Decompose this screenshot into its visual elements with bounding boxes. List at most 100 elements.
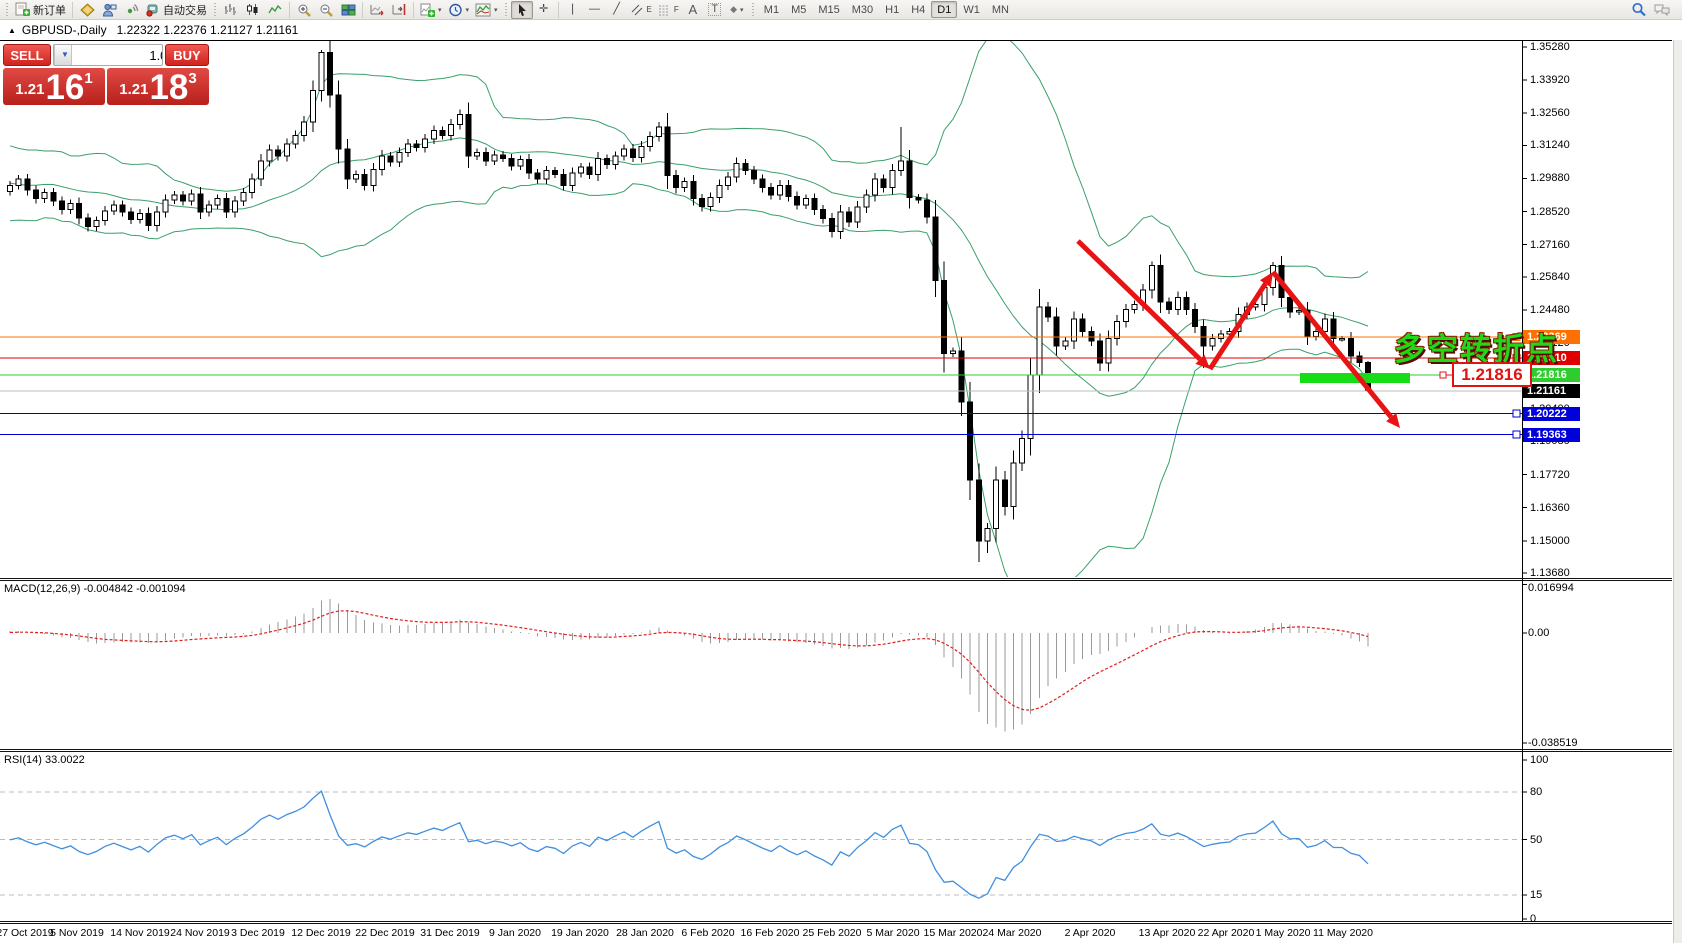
clock-icon [448, 3, 462, 16]
text-tool-icon: A [688, 2, 698, 17]
vertical-line-button[interactable]: ❘ [562, 1, 584, 19]
toolbar-right-group [1628, 1, 1674, 19]
toolbar-grip[interactable] [749, 2, 756, 17]
autotrading-icon [146, 4, 158, 17]
timeframe-button-M5[interactable]: M5 [791, 3, 807, 16]
buy-button[interactable]: BUY [165, 44, 209, 66]
profiles-dropdown[interactable]: ▾ [445, 1, 473, 19]
timeframe-button-MN[interactable]: MN [991, 3, 1009, 16]
fibonacci-button[interactable]: F [655, 1, 682, 19]
chart-shift-icon [392, 3, 405, 15]
vertical-line-icon: ❘ [567, 3, 578, 15]
cursor-button[interactable] [510, 0, 533, 19]
buy-price-prefix: 1.21 [119, 81, 149, 98]
toolbar: 新订单 [0, 0, 1682, 20]
equidistant-channel-button[interactable]: E [628, 1, 655, 19]
horizontal-line-icon: — [589, 3, 601, 15]
sell-price-big: 16 [45, 68, 85, 107]
autotrading-label: 自动交易 [163, 4, 207, 17]
timeframe-button-M15[interactable]: M15 [818, 3, 840, 16]
timeframe-toolbar: M1 M5 M15 M30 H1 H4 D1 W1 MN [758, 1, 1015, 18]
toolbar-separator [413, 1, 414, 18]
crosshair-button[interactable]: ✛ [533, 1, 555, 19]
strategy-tester-icon [127, 3, 138, 13]
toolbar-grip[interactable] [4, 2, 10, 17]
symbol-period-title: GBPUSD-,Daily [21, 23, 107, 37]
new-order-icon [15, 2, 30, 16]
zoom-out-icon [320, 4, 333, 17]
chart-title-bar: ▲ GBPUSD-,Daily 1.22322 1.22376 1.21127 … [0, 20, 1682, 40]
toolbar-separator [362, 1, 363, 18]
indicators-icon [475, 3, 491, 16]
timeframe-button-H1[interactable]: H1 [885, 3, 900, 16]
window-edge [1673, 20, 1682, 943]
one-click-trading-panel: SELL ▼ ▲ BUY 1.21 16 1 1.21 18 3 [3, 44, 209, 105]
text-button[interactable]: A [682, 1, 704, 19]
channel-letter: E [646, 4, 652, 14]
toolbar-separator [72, 1, 73, 18]
autotrading-button[interactable]: 自动交易 [142, 1, 210, 19]
auto-scroll-button[interactable] [366, 1, 388, 19]
line-chart-button[interactable] [264, 1, 286, 19]
data-window-icon [102, 3, 116, 16]
dropdown-caret-icon: ▾ [739, 6, 744, 14]
new-order-button[interactable]: 新订单 [12, 1, 69, 19]
timeframe-button-W1[interactable]: W1 [963, 3, 980, 16]
search-icon [1632, 2, 1646, 17]
timeframe-button-H4[interactable]: H4 [911, 3, 926, 16]
candlestick-chart-button[interactable] [242, 1, 264, 19]
bar-chart-icon [225, 4, 236, 15]
data-window-button[interactable] [98, 1, 120, 19]
chart-shift-button[interactable] [388, 1, 410, 19]
line-chart-icon [268, 4, 282, 14]
new-chart-icon [420, 3, 435, 17]
new-chart-dropdown[interactable]: ▾ [417, 1, 445, 19]
volume-box: ▼ ▲ [53, 44, 163, 66]
toolbar-grip[interactable] [212, 2, 218, 17]
timeframe-button-M30[interactable]: M30 [851, 3, 874, 16]
sell-price-sup: 1 [84, 70, 93, 87]
zoom-out-button[interactable] [315, 1, 337, 19]
trendline-button[interactable]: ╱ [606, 1, 628, 19]
timeframe-button-D1[interactable]: D1 [931, 1, 958, 18]
text-label-icon: T [708, 3, 722, 16]
tile-windows-button[interactable] [337, 1, 359, 19]
arrows-dropdown[interactable]: ◆ ▾ [726, 1, 748, 19]
fibonacci-letter: F [673, 4, 679, 14]
zoom-in-button[interactable] [293, 1, 315, 19]
buy-price-display[interactable]: 1.21 18 3 [107, 68, 209, 105]
volume-decrease-button[interactable]: ▼ [54, 45, 72, 65]
toolbar-separator [289, 1, 290, 18]
timeframe-button-M1[interactable]: M1 [763, 3, 780, 16]
toolbar-grip[interactable] [502, 2, 509, 17]
toolbar-separator [557, 1, 559, 18]
channel-icon [631, 4, 642, 15]
fibonacci-icon [658, 5, 669, 15]
chat-button[interactable] [1650, 1, 1674, 19]
sell-price-prefix: 1.21 [15, 81, 45, 98]
sell-price-display[interactable]: 1.21 16 1 [3, 68, 105, 105]
dropdown-caret-icon: ▾ [438, 6, 442, 14]
text-label-button[interactable]: T [704, 1, 726, 19]
collapse-icon[interactable]: ▲ [8, 25, 16, 35]
sell-button[interactable]: SELL [3, 44, 51, 66]
bar-chart-button[interactable] [220, 1, 242, 19]
market-watch-icon [79, 2, 95, 17]
search-button[interactable] [1628, 1, 1650, 19]
price-level-annotation[interactable]: 1.21816 [1452, 362, 1532, 387]
market-watch-button[interactable] [76, 1, 98, 19]
dropdown-caret-icon: ▾ [465, 6, 470, 14]
horizontal-line-button[interactable]: — [584, 1, 606, 19]
chat-bubbles-icon [1654, 4, 1670, 16]
zoom-in-icon [298, 4, 311, 17]
strategy-tester-button[interactable] [120, 1, 142, 19]
new-order-label: 新订单 [33, 4, 66, 17]
ohlc-values: 1.22322 1.22376 1.21127 1.21161 [116, 23, 299, 37]
indicators-dropdown[interactable]: ▾ [472, 1, 501, 19]
volume-input[interactable] [72, 45, 162, 65]
cursor-icon [518, 3, 526, 16]
arrows-icon: ◆ [730, 4, 737, 14]
tile-windows-icon [341, 4, 355, 15]
